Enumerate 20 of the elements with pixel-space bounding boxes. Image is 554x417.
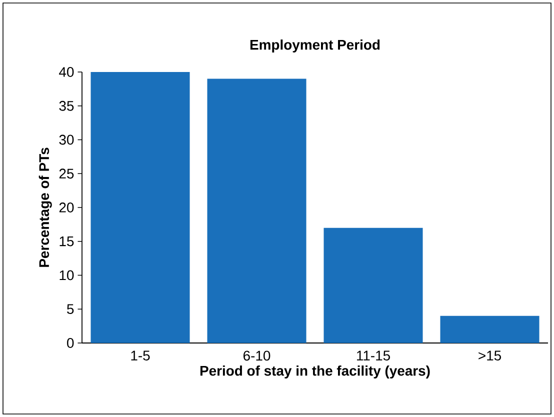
x-tick-label: 11-15 xyxy=(356,350,390,361)
bar xyxy=(324,228,423,343)
bar xyxy=(440,316,540,343)
y-tick-label: 40 xyxy=(59,67,74,77)
x-axis-title: Period of stay in the facility (years) xyxy=(200,365,430,378)
chart-title: Employment Period xyxy=(250,39,380,52)
y-tick-label: 15 xyxy=(60,236,74,246)
y-tick-label: 25 xyxy=(59,168,74,179)
y-axis-title: Percentage of PTs xyxy=(38,148,52,267)
x-tick-label: >15 xyxy=(478,350,501,361)
y-tick-label: 10 xyxy=(60,270,74,280)
y-tick-label: 30 xyxy=(59,134,74,145)
y-tick-label: 5 xyxy=(67,304,74,314)
y-tick-label: 35 xyxy=(59,100,74,111)
x-tick-label: 6-10 xyxy=(243,350,270,361)
bar xyxy=(90,72,190,343)
y-tick-label: 20 xyxy=(59,202,74,212)
y-tick-label: 0 xyxy=(67,338,74,348)
bar xyxy=(207,78,306,343)
x-tick-label: 1-5 xyxy=(131,350,150,361)
